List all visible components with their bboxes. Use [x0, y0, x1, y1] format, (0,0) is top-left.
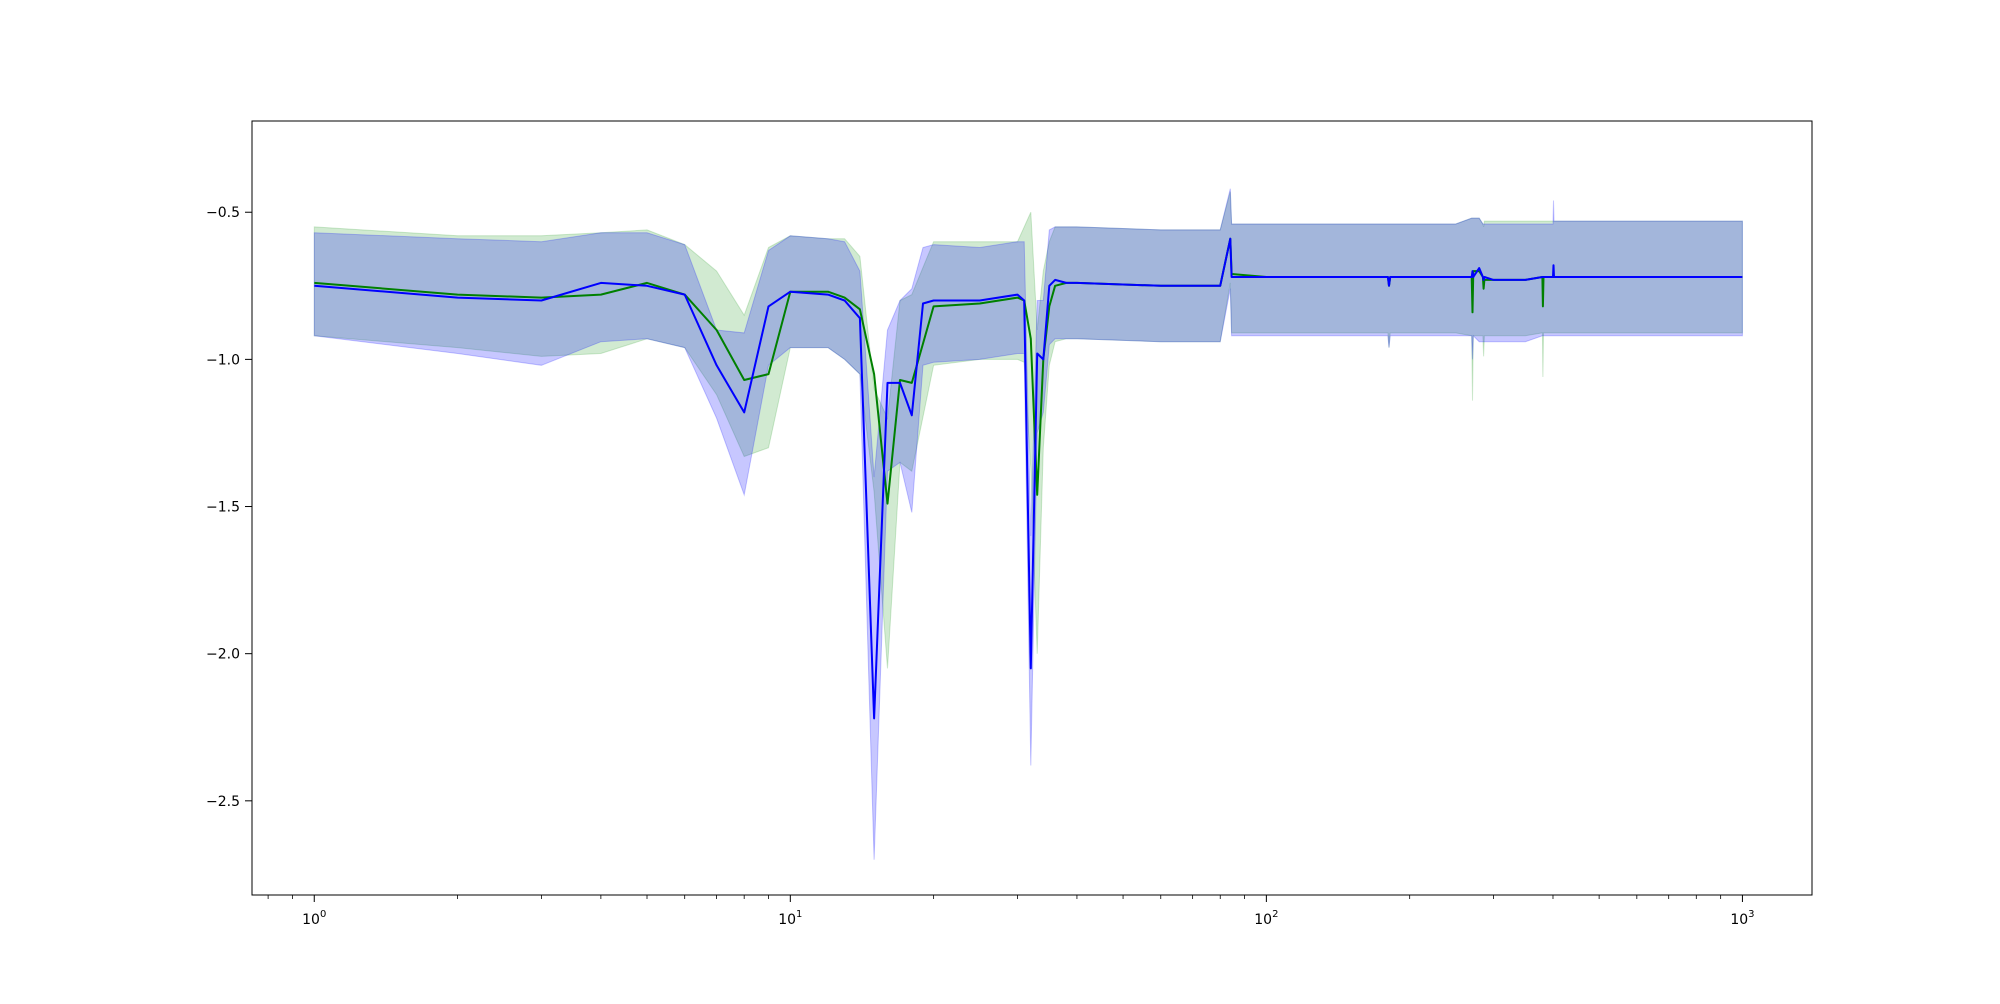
- x-tick-label: 103: [1730, 909, 1754, 928]
- series-lines: [314, 237, 1743, 720]
- x-tick-label: 101: [778, 909, 802, 928]
- x-tick-label: 102: [1254, 909, 1278, 928]
- y-tick-label: −0.5: [206, 205, 240, 221]
- series-2-line: [314, 237, 1743, 720]
- series-1-band: [313, 191, 1743, 669]
- y-tick-label: −1.0: [206, 352, 240, 368]
- x-tick-label: 100: [302, 909, 326, 928]
- y-tick-label: −1.5: [206, 500, 240, 516]
- y-tick-label: −2.5: [206, 794, 240, 810]
- plot-frame: [251, 120, 1813, 896]
- y-tick-label: −2.0: [206, 647, 240, 663]
- y-axis: −0.5 −1.0 −1.5 −2.0 −2.5: [206, 205, 252, 810]
- x-axis: 100 101 102 103: [267, 895, 1755, 928]
